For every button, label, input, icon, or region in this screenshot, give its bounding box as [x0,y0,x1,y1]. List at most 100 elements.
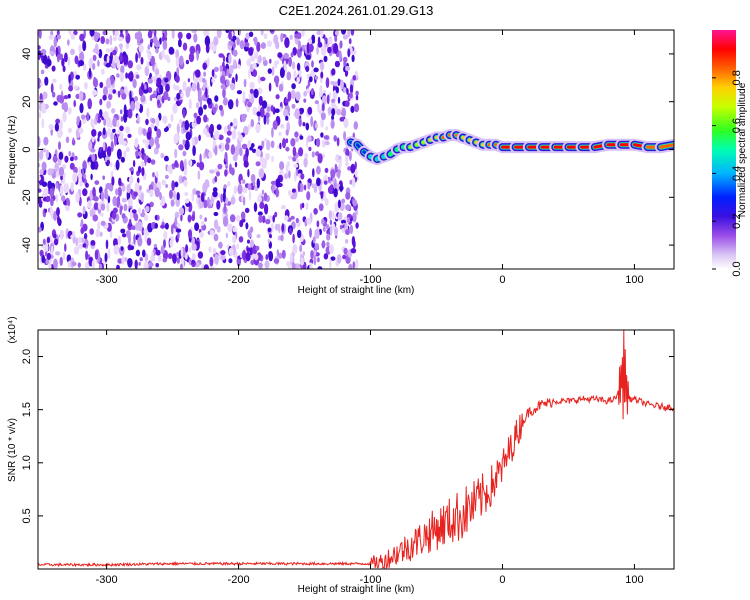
noise-speck [341,107,347,118]
noise-speck [175,56,180,68]
noise-speck [326,241,330,247]
noise-speck [335,86,339,94]
noise-speck [38,162,41,168]
noise-speck [256,111,261,117]
noise-speck [112,36,118,42]
noise-speck [94,180,100,186]
noise-speck [123,257,128,262]
noise-speck [290,138,296,147]
noise-speck [342,34,348,40]
noise-speck [176,66,180,77]
noise-speck [297,40,301,50]
noise-speck [90,173,93,180]
noise-speck [266,106,271,112]
noise-speck [344,100,350,107]
noise-speck [267,215,273,221]
noise-speck [72,137,75,146]
noise-speck [41,118,45,129]
noise-speck [248,190,252,201]
noise-speck [207,203,211,209]
noise-speck [78,44,82,53]
noise-speck [281,223,284,232]
noise-speck [277,52,283,59]
noise-speck [203,30,207,37]
noise-speck [203,114,208,123]
noise-speck [90,240,96,246]
snr-panel: -300 -200 -100 0 100 0.5 1.0 1.5 2.0 Height of … [7,316,675,595]
noise-speck [189,159,193,167]
noise-speck [274,108,280,113]
noise-speck [170,199,175,207]
noise-speck [157,99,160,106]
noise-speck [68,30,72,35]
noise-speck [280,32,284,43]
noise-speck [326,233,331,241]
noise-speck [225,137,231,144]
noise-speck [182,108,186,119]
noise-speck [208,151,213,159]
noise-speck [344,161,349,167]
noise-speck [78,166,82,176]
noise-speck [352,261,356,269]
noise-speck [301,202,305,209]
noise-speck [125,43,130,50]
noise-speck [327,37,333,45]
noise-speck [247,139,252,148]
noise-speck [150,93,157,99]
noise-speck [203,71,207,77]
noise-speck [82,223,88,232]
noise-speck [102,127,106,136]
noise-speck [280,234,284,242]
noise-speck [58,166,65,177]
noise-speck [350,105,355,113]
noise-speck [87,200,92,209]
noise-speck [203,104,207,110]
noise-speck [105,239,109,250]
noise-speck [214,254,219,265]
noise-speck [94,43,99,55]
noise-speck [209,169,215,174]
noise-speck [323,253,329,260]
noise-speck [270,222,274,232]
noise-speck [143,261,149,269]
noise-speck [176,123,180,134]
noise-speck [120,246,124,251]
noise-speck [187,214,192,223]
noise-speck [219,65,223,73]
noise-speck [120,156,125,163]
noise-speck [114,30,119,37]
noise-speck [74,55,79,65]
noise-speck [228,258,233,264]
noise-speck [165,184,169,188]
noise-speck [257,211,263,216]
noise-speck [61,57,65,67]
noise-speck [230,144,236,155]
noise-speck [155,249,161,256]
noise-speck [99,263,103,269]
noise-speck [77,212,83,218]
noise-speck [147,52,152,60]
noise-speck [73,166,78,174]
noise-speck [278,131,282,136]
noise-speck [308,76,313,83]
noise-speck [287,155,293,160]
noise-speck [143,214,149,222]
noise-speck [307,178,312,183]
noise-speck [347,48,351,58]
noise-speck [78,60,85,67]
noise-speck [263,33,268,40]
noise-speck [292,233,295,244]
noise-speck [176,223,181,228]
noise-speck [290,89,296,100]
noise-speck [154,40,160,48]
noise-speck [274,223,280,231]
noise-speck [225,197,229,205]
noise-speck [228,53,232,65]
noise-speck [216,171,220,177]
noise-speck [308,146,312,152]
noise-speck [81,168,85,177]
noise-speck [106,100,112,109]
noise-speck [279,161,285,171]
y-tick-label: 2.0 [21,349,33,364]
noise-speck [295,91,301,101]
